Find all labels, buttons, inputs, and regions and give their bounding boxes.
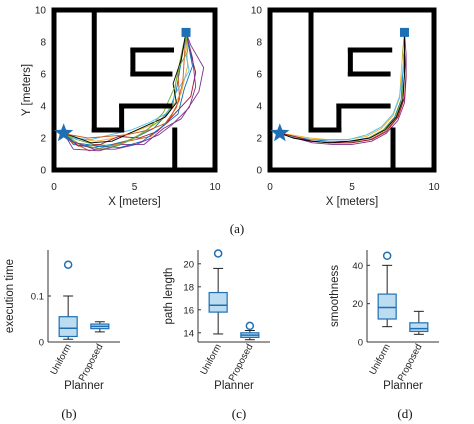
category-label: Uniform bbox=[48, 342, 73, 377]
y-tick-label: 4 bbox=[256, 102, 262, 113]
y-axis-label: path length bbox=[163, 268, 175, 325]
y-tick-label: 2 bbox=[256, 134, 262, 145]
goal-marker bbox=[399, 27, 409, 37]
box-iqr bbox=[208, 291, 228, 313]
caption-d: (d) bbox=[397, 406, 412, 421]
y-tick-label: 10 bbox=[251, 6, 263, 17]
caption-b: (b) bbox=[61, 406, 76, 421]
category-label: Proposed bbox=[77, 342, 106, 383]
x-tick-label: 5 bbox=[349, 182, 355, 193]
trajectory-line bbox=[63, 32, 205, 152]
y-tick-label: 2 bbox=[40, 134, 46, 145]
y-tick-label: 14 bbox=[183, 328, 194, 339]
y-tick-label: 8 bbox=[256, 38, 262, 49]
x-axis-label: X [meters] bbox=[108, 196, 160, 208]
y-tick-label: 20 bbox=[183, 259, 194, 270]
x-tick-label: 5 bbox=[132, 182, 138, 193]
outlier-point bbox=[63, 260, 73, 269]
category-label: Uniform bbox=[367, 342, 392, 377]
caption-a: (a) bbox=[230, 221, 244, 236]
trajectory-line bbox=[63, 32, 187, 144]
y-tick-label: 0 bbox=[358, 338, 363, 349]
y-axis-label: execution time bbox=[4, 259, 16, 333]
x-axis-label: Planner bbox=[214, 380, 254, 392]
y-tick-label: 16 bbox=[183, 305, 194, 316]
box-iqr bbox=[58, 316, 78, 338]
box-iqr bbox=[377, 293, 397, 320]
outlier-point bbox=[213, 249, 223, 258]
y-tick-label: 8 bbox=[40, 38, 46, 49]
outlier-point bbox=[382, 251, 392, 260]
maze-plot-1: 0 5 10 0 2 4 6 8 10 X [meters] Y [meters] bbox=[21, 6, 221, 209]
trajectory-line bbox=[63, 32, 193, 149]
category-label: Uniform bbox=[198, 342, 223, 377]
y-tick-label: 18 bbox=[183, 282, 194, 293]
x-tick-label: 10 bbox=[428, 182, 440, 193]
goal-marker bbox=[181, 27, 191, 37]
trajectory-line bbox=[63, 32, 197, 150]
trajectory-line bbox=[279, 32, 407, 144]
trajectory-line bbox=[63, 32, 187, 139]
y-tick-label: 6 bbox=[40, 70, 46, 81]
y-tick-label: 6 bbox=[256, 70, 262, 81]
x-tick-label: 10 bbox=[209, 182, 221, 193]
trajectory-line bbox=[63, 32, 190, 141]
y-tick-label: 0 bbox=[256, 166, 262, 177]
x-axis-label: X [meters] bbox=[326, 196, 378, 208]
start-star-marker bbox=[54, 123, 74, 142]
trajectory-line bbox=[279, 32, 405, 141]
y-axis-label: Y [meters] bbox=[21, 64, 33, 116]
x-axis-label: Planner bbox=[64, 380, 104, 392]
maze-plot-2: 0 5 10 0 2 4 6 8 10 X [meters] bbox=[251, 6, 440, 209]
category-label: Proposed bbox=[396, 342, 425, 383]
y-tick-label: 0 bbox=[40, 166, 46, 177]
outlier-point bbox=[245, 321, 255, 331]
category-label: Proposed bbox=[227, 342, 256, 383]
y-axis-label: smoothness bbox=[329, 265, 341, 327]
y-tick-label: 0 bbox=[39, 338, 44, 349]
x-tick-label: 0 bbox=[51, 182, 57, 193]
y-tick-label: 10 bbox=[35, 6, 47, 17]
box-iqr bbox=[409, 322, 429, 333]
trajectory-line bbox=[63, 32, 189, 150]
trajectory-line bbox=[279, 32, 405, 144]
trajectory-line bbox=[279, 32, 405, 141]
y-tick-label: 0.1 bbox=[31, 292, 44, 303]
y-tick-label: 40 bbox=[352, 261, 363, 272]
x-tick-label: 0 bbox=[267, 182, 273, 193]
y-tick-label: 20 bbox=[352, 299, 363, 310]
caption-c: (c) bbox=[232, 406, 246, 421]
y-tick-label: 4 bbox=[40, 102, 46, 113]
x-axis-label: Planner bbox=[383, 380, 423, 392]
start-star-marker bbox=[270, 123, 290, 142]
